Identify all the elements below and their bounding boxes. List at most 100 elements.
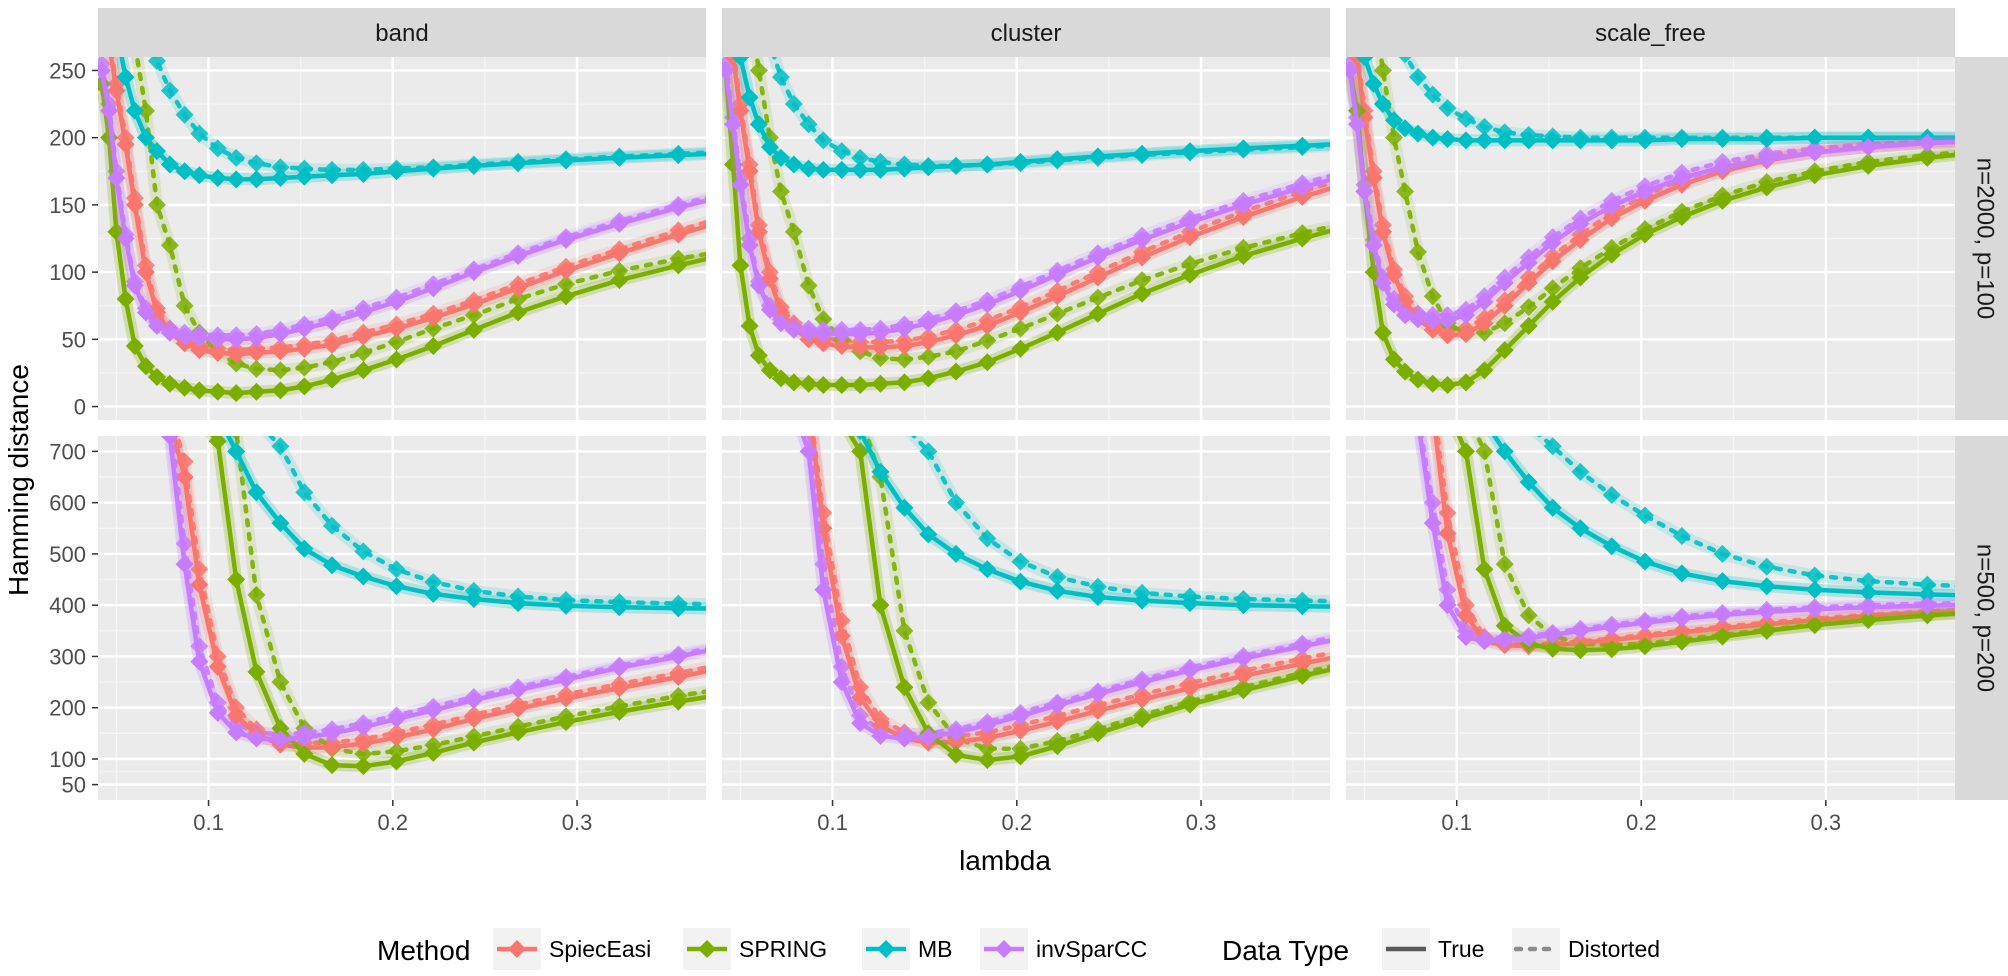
series-point xyxy=(1543,498,1562,517)
series-point xyxy=(1805,143,1824,162)
series-point xyxy=(895,350,914,369)
y-axis-title: Hamming distance xyxy=(3,364,34,596)
series-point xyxy=(1438,376,1457,395)
series-point xyxy=(784,155,803,174)
series-point xyxy=(978,529,997,548)
series-point xyxy=(1456,606,1475,625)
series-invSparCC-True xyxy=(1346,61,1955,330)
series-point xyxy=(1348,115,1367,134)
series-point xyxy=(175,296,194,315)
series-point xyxy=(247,359,266,378)
series-point xyxy=(1293,136,1312,155)
series-point xyxy=(724,115,743,134)
series-point xyxy=(804,436,813,440)
series-point xyxy=(464,709,483,728)
series-point xyxy=(1543,131,1562,150)
series-point xyxy=(1757,621,1776,640)
series-point xyxy=(871,349,890,368)
series-MB-True xyxy=(221,436,706,618)
series-point xyxy=(1373,95,1392,114)
series-point xyxy=(190,124,209,143)
series-point xyxy=(175,105,194,124)
x-tick-label: 0.1 xyxy=(1441,810,1472,835)
series-point xyxy=(1088,701,1107,720)
series-point xyxy=(1234,681,1253,700)
series-point xyxy=(424,337,443,356)
series-point xyxy=(247,328,266,347)
series-MB-Distorted xyxy=(1531,436,1955,594)
series-point xyxy=(190,328,209,347)
series-point xyxy=(740,316,759,335)
series-point xyxy=(832,324,851,343)
series-point xyxy=(147,57,166,71)
series-point xyxy=(1048,696,1067,715)
series-point xyxy=(1088,577,1107,596)
facet-panels: band cluster scale_free n=2000, p=100 n=500,… xyxy=(98,8,2008,800)
series-point xyxy=(919,693,938,712)
series-point xyxy=(919,442,938,461)
series-point xyxy=(271,673,290,692)
series-point xyxy=(784,320,803,339)
series-point xyxy=(354,164,373,183)
series-point xyxy=(556,689,575,708)
series-point xyxy=(1571,230,1590,249)
series-point xyxy=(1519,253,1538,272)
series-point xyxy=(814,310,833,329)
series-point xyxy=(1635,627,1654,646)
series-point xyxy=(354,361,373,380)
series-point xyxy=(1495,314,1514,333)
series-point xyxy=(1011,552,1030,571)
series-point xyxy=(175,327,194,346)
legend-item-True: True xyxy=(1382,928,1484,970)
series-point xyxy=(895,373,914,392)
series-point xyxy=(1088,587,1107,606)
series-invSparCC-True xyxy=(1414,436,1955,651)
series-point xyxy=(851,160,870,179)
series-point xyxy=(1475,442,1494,461)
series-point xyxy=(1373,61,1392,80)
series-point xyxy=(946,362,965,381)
series-point xyxy=(1672,169,1691,187)
series-MB-True xyxy=(856,436,1330,616)
series-point xyxy=(424,319,443,338)
series-point xyxy=(424,279,443,298)
series-point xyxy=(1180,228,1199,247)
series-point xyxy=(1396,119,1415,138)
series-point xyxy=(136,128,155,147)
series-point xyxy=(1672,207,1691,226)
series-point xyxy=(1672,130,1691,149)
series-point xyxy=(1635,613,1654,632)
series-point xyxy=(116,229,135,248)
series-point xyxy=(919,158,938,177)
series-point xyxy=(1373,222,1392,241)
series-point xyxy=(749,61,768,80)
series-point xyxy=(946,326,965,345)
series-point xyxy=(509,154,528,173)
series-point xyxy=(1859,138,1878,157)
series-point xyxy=(851,442,870,461)
series-point xyxy=(814,376,833,395)
series-point xyxy=(610,598,629,617)
series-point xyxy=(295,744,314,763)
series-point xyxy=(387,350,406,369)
series-point xyxy=(1672,632,1691,651)
series-point xyxy=(295,483,314,502)
series-point xyxy=(136,101,155,120)
series-point xyxy=(190,575,209,594)
series-point xyxy=(610,679,629,698)
series-point xyxy=(1543,292,1562,311)
series-point xyxy=(556,261,575,280)
series-point xyxy=(1757,150,1776,169)
series-point xyxy=(832,376,851,395)
series-point xyxy=(322,353,341,372)
series-point xyxy=(610,148,629,167)
series-point xyxy=(799,115,818,134)
series-point xyxy=(464,691,483,710)
series-MB-True xyxy=(731,57,1330,179)
series-point xyxy=(1234,666,1253,685)
series-point xyxy=(669,256,688,275)
series-point xyxy=(107,169,126,187)
series-point xyxy=(1456,373,1475,392)
series-point xyxy=(354,343,373,362)
series-point xyxy=(1475,314,1494,333)
